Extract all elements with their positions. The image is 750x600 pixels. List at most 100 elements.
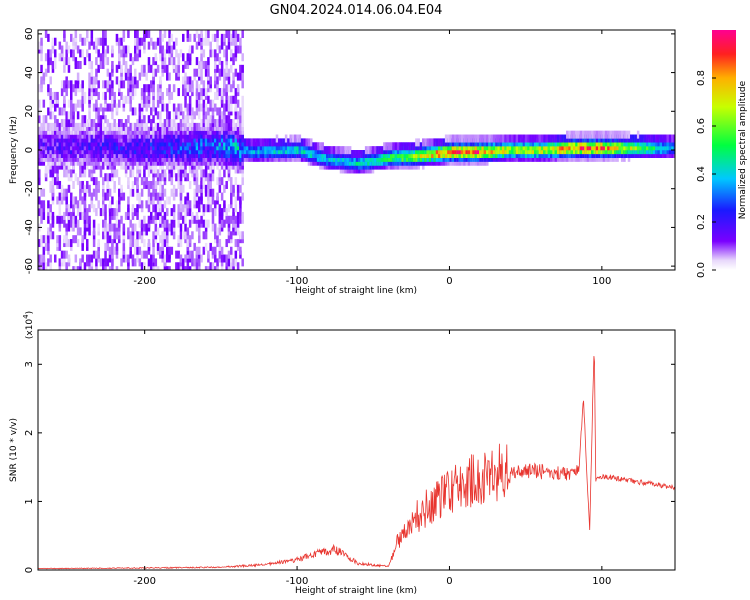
- spectrogram-cell: [88, 88, 91, 97]
- spectrogram-cell: [159, 95, 162, 104]
- spectrogram-cell: [353, 150, 356, 158]
- spectrogram-cell: [83, 200, 87, 209]
- spectrogram-cell: [161, 184, 164, 193]
- spectrogram-cell: [44, 30, 48, 38]
- spectrogram-cell: [90, 37, 94, 46]
- spectrogram-cell: [108, 246, 112, 255]
- spectrogram-cell: [236, 262, 240, 270]
- spectrogram-cell: [145, 200, 148, 209]
- spectrogram-cell: [232, 266, 235, 270]
- spectrogram-cell: [99, 60, 103, 69]
- spectrogram-cell: [195, 211, 199, 220]
- spectrogram-cell: [410, 142, 414, 151]
- spectrogram-cell: [214, 72, 217, 81]
- spectrogram-cell: [108, 122, 112, 131]
- spectrogram-cell: [88, 169, 91, 178]
- spectrogram-cell: [239, 231, 242, 240]
- spectrogram-cell: [168, 196, 171, 205]
- spectrogram-cell: [204, 37, 208, 46]
- spectrogram-cell: [207, 107, 210, 116]
- spectrogram-cell: [209, 180, 212, 189]
- spectrogram-cell: [60, 45, 64, 54]
- spectrogram-cell: [380, 146, 384, 155]
- spectrogram-cell: [239, 37, 242, 46]
- spectrogram-cell: [284, 134, 288, 143]
- spectrogram-cell: [202, 177, 206, 186]
- spectrogram-cell: [127, 227, 130, 236]
- spectrogram-cell: [63, 30, 66, 38]
- spectrogram-cell: [44, 242, 48, 251]
- spectrogram-cell: [108, 173, 112, 182]
- spectrogram-cell: [236, 192, 240, 201]
- spectrogram-cell: [70, 192, 73, 201]
- spectrogram-cell: [49, 122, 52, 131]
- spectrogram-cell: [572, 130, 576, 139]
- spectrogram-cell: [223, 122, 226, 131]
- spectrogram-cell: [115, 266, 119, 270]
- spectrogram-cell: [618, 130, 622, 139]
- spectrogram-cell: [227, 266, 231, 270]
- spectrogram-cell: [129, 103, 132, 112]
- spectrogram-cell: [163, 64, 167, 73]
- spectrogram-cell: [211, 246, 215, 255]
- spectrogram-cell: [108, 235, 112, 244]
- spectrogram-cell: [383, 142, 386, 151]
- spectrogram-cell: [607, 130, 610, 139]
- spectrogram-cell: [214, 223, 217, 232]
- spectrogram-cell: [47, 242, 50, 251]
- spectrogram-cell: [161, 250, 164, 259]
- spectrogram-cell: [79, 49, 82, 58]
- spectrogram-cell: [216, 258, 219, 267]
- spectrogram-cell: [211, 223, 215, 232]
- snr-y-ticks: 0 1 2 3: [24, 361, 675, 573]
- spectrogram-cell: [118, 119, 121, 128]
- spectrogram-cell: [476, 134, 480, 143]
- spectrogram-cell: [232, 119, 235, 128]
- spectrogram-cell: [145, 84, 148, 93]
- spectrogram-cell: [38, 126, 41, 135]
- spectrogram-cell: [159, 111, 162, 120]
- spectrogram-cell: [316, 142, 320, 151]
- spectrogram-cell: [232, 184, 235, 193]
- spectrogram-cell: [138, 49, 142, 58]
- x-tick-label: -100: [286, 576, 309, 587]
- spectrogram-cell: [328, 146, 331, 155]
- spectrogram-cell: [218, 88, 222, 97]
- spectrogram-cell: [236, 111, 240, 120]
- spectrogram-cell: [172, 204, 176, 213]
- spectrogram-cell: [577, 130, 580, 139]
- spectrogram-cell: [177, 180, 180, 189]
- spectrogram-cell: [118, 219, 121, 228]
- spectrogram-cell: [49, 204, 52, 213]
- spectrogram-cell: [243, 138, 247, 147]
- y-tick-label: -40: [24, 219, 35, 235]
- spectrogram-cell: [65, 235, 68, 244]
- spectrogram-cell: [152, 254, 155, 263]
- spectrogram-cell: [214, 266, 217, 270]
- spectrogram-cell: [195, 180, 199, 189]
- spectrogram-cell: [138, 103, 142, 112]
- colorbar: 0.0 0.2 0.4 0.6 0.8 Normalized spectral ampl…: [696, 30, 748, 278]
- spectrogram-cell: [122, 57, 126, 66]
- spectrogram-cell: [579, 130, 583, 139]
- spectrogram-cell: [70, 80, 73, 89]
- spectrogram-cell: [83, 37, 87, 46]
- spectrogram-cell: [168, 72, 171, 81]
- spectrogram-cell: [83, 262, 87, 270]
- spectrogram-cell: [131, 76, 135, 85]
- spectrogram-cell: [625, 130, 628, 139]
- spectrogram-cell: [136, 231, 139, 240]
- spectrogram-cell: [193, 33, 196, 42]
- spectrogram-cell: [204, 169, 208, 178]
- spectrogram-cell: [108, 200, 112, 209]
- spectrogram-cell: [623, 130, 626, 139]
- spectrogram-cell: [346, 146, 350, 155]
- spectrogram-cell: [104, 250, 107, 259]
- spectrogram-cell: [406, 142, 409, 151]
- spectrogram-cell: [209, 115, 212, 124]
- y-tick-label: -20: [24, 181, 35, 197]
- spectrogram-cell: [216, 119, 219, 128]
- spectrogram-cell: [195, 68, 199, 77]
- spectrogram-cell: [236, 219, 240, 228]
- spectrogram-cell: [168, 119, 171, 128]
